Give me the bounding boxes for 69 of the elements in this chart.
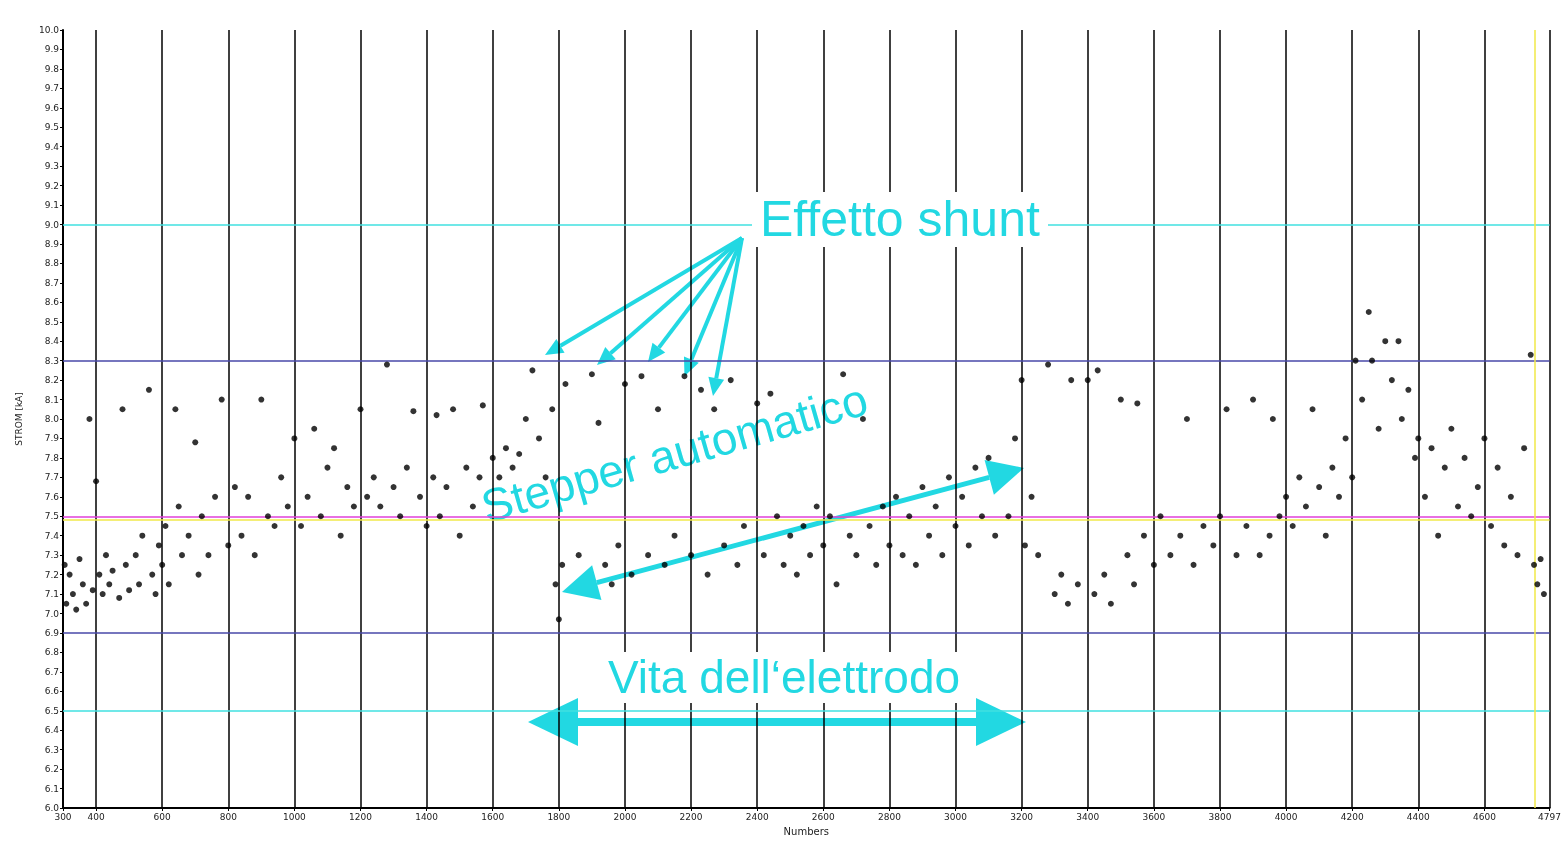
y-tick-label: 7.8: [44, 452, 60, 463]
x-tick-label: 1400: [415, 811, 439, 822]
x-tick-label: 1800: [547, 811, 571, 822]
x-axis-title: Numbers: [783, 825, 829, 837]
y-tick-label: 6.3: [44, 744, 59, 755]
y-tick-label: 9.4: [44, 141, 60, 152]
y-tick-label: 9.1: [44, 200, 59, 211]
y-tick-label: 7.4: [44, 530, 60, 541]
x-tick-label: 2200: [679, 811, 703, 822]
y-tick-label: 9.2: [44, 180, 59, 191]
y-tick-label: 8.0: [44, 414, 60, 424]
y-tick-label: 6.7: [44, 666, 59, 677]
x-tick-label: 3400: [1076, 811, 1100, 822]
x-tick-label: 3800: [1208, 811, 1232, 822]
y-tick-label: 7.5: [44, 511, 59, 522]
x-tick-label: 2800: [877, 811, 902, 822]
y-tick-label: 7.6: [44, 491, 60, 502]
x-tick-label: 4797: [1538, 811, 1561, 822]
y-tick-label: 7.2: [44, 569, 59, 580]
y-tick-label: 8.3: [44, 355, 59, 366]
x-tick-label: 1600: [481, 811, 505, 822]
y-tick-label: 6.9: [44, 627, 60, 638]
x-tick-label: 4000: [1274, 811, 1298, 822]
y-tick-label: 6.6: [44, 686, 60, 697]
y-tick-label: 6.2: [44, 764, 59, 775]
y-tick-label: 10.0: [38, 25, 60, 35]
y-tick-label: 7.9: [44, 433, 60, 444]
x-tick-label: 4400: [1406, 811, 1431, 822]
y-tick-label: 9.6: [44, 102, 60, 113]
y-tick-label: 8.1: [44, 394, 59, 405]
y-tick-label: 9.8: [44, 63, 60, 74]
y-tick-label: 8.7: [44, 277, 59, 288]
x-tick-label: 2600: [811, 811, 836, 822]
y-tick-label: 8.4: [44, 336, 60, 347]
y-tick-label: 9.0: [44, 219, 60, 230]
y-tick-label: 8.5: [44, 316, 59, 327]
y-tick-label: 8.2: [44, 375, 59, 386]
y-tick-label: 6.0: [44, 803, 60, 813]
x-tick-label: 3000: [944, 811, 968, 822]
y-tick-label: 9.5: [44, 122, 59, 133]
x-tick-label: 2400: [745, 811, 769, 822]
annotation: Vita dell‘elettrodo: [600, 651, 969, 703]
y-tick-label: 8.6: [44, 297, 60, 308]
y-tick-label: 7.3: [44, 550, 59, 561]
x-tick-label: 4200: [1340, 811, 1364, 822]
x-tick-label: 2000: [613, 811, 637, 822]
y-tick-label: 8.9: [44, 238, 60, 249]
x-tick-label: 400: [87, 811, 105, 822]
x-tick-label: 800: [219, 811, 238, 822]
y-tick-label: 7.7: [44, 472, 59, 483]
y-axis-title: STROM [kA]: [13, 392, 24, 446]
x-tick-label: 1000: [282, 811, 307, 822]
y-tick-label: 6.4: [44, 725, 60, 736]
y-tick-label: 7.0: [44, 608, 60, 619]
y-tick-label: 7.1: [44, 589, 59, 600]
y-tick-label: 6.8: [44, 647, 60, 658]
y-tick-label: 9.7: [44, 83, 59, 94]
x-tick-label: 1200: [349, 811, 373, 822]
annotation: Effetto shunt: [752, 191, 1048, 247]
y-tick-label: 6.1: [44, 783, 59, 794]
y-tick-label: 8.8: [44, 258, 60, 269]
y-tick-label: 9.3: [44, 161, 59, 172]
y-tick-label: 9.9: [44, 44, 60, 55]
x-tick-label: 3600: [1142, 811, 1166, 822]
x-tick-label: 3200: [1010, 811, 1034, 822]
x-tick-label: 600: [153, 811, 172, 822]
x-tick-label: 300: [54, 811, 72, 822]
x-tick-label: 4600: [1472, 811, 1497, 822]
y-tick-label: 6.5: [44, 705, 59, 716]
